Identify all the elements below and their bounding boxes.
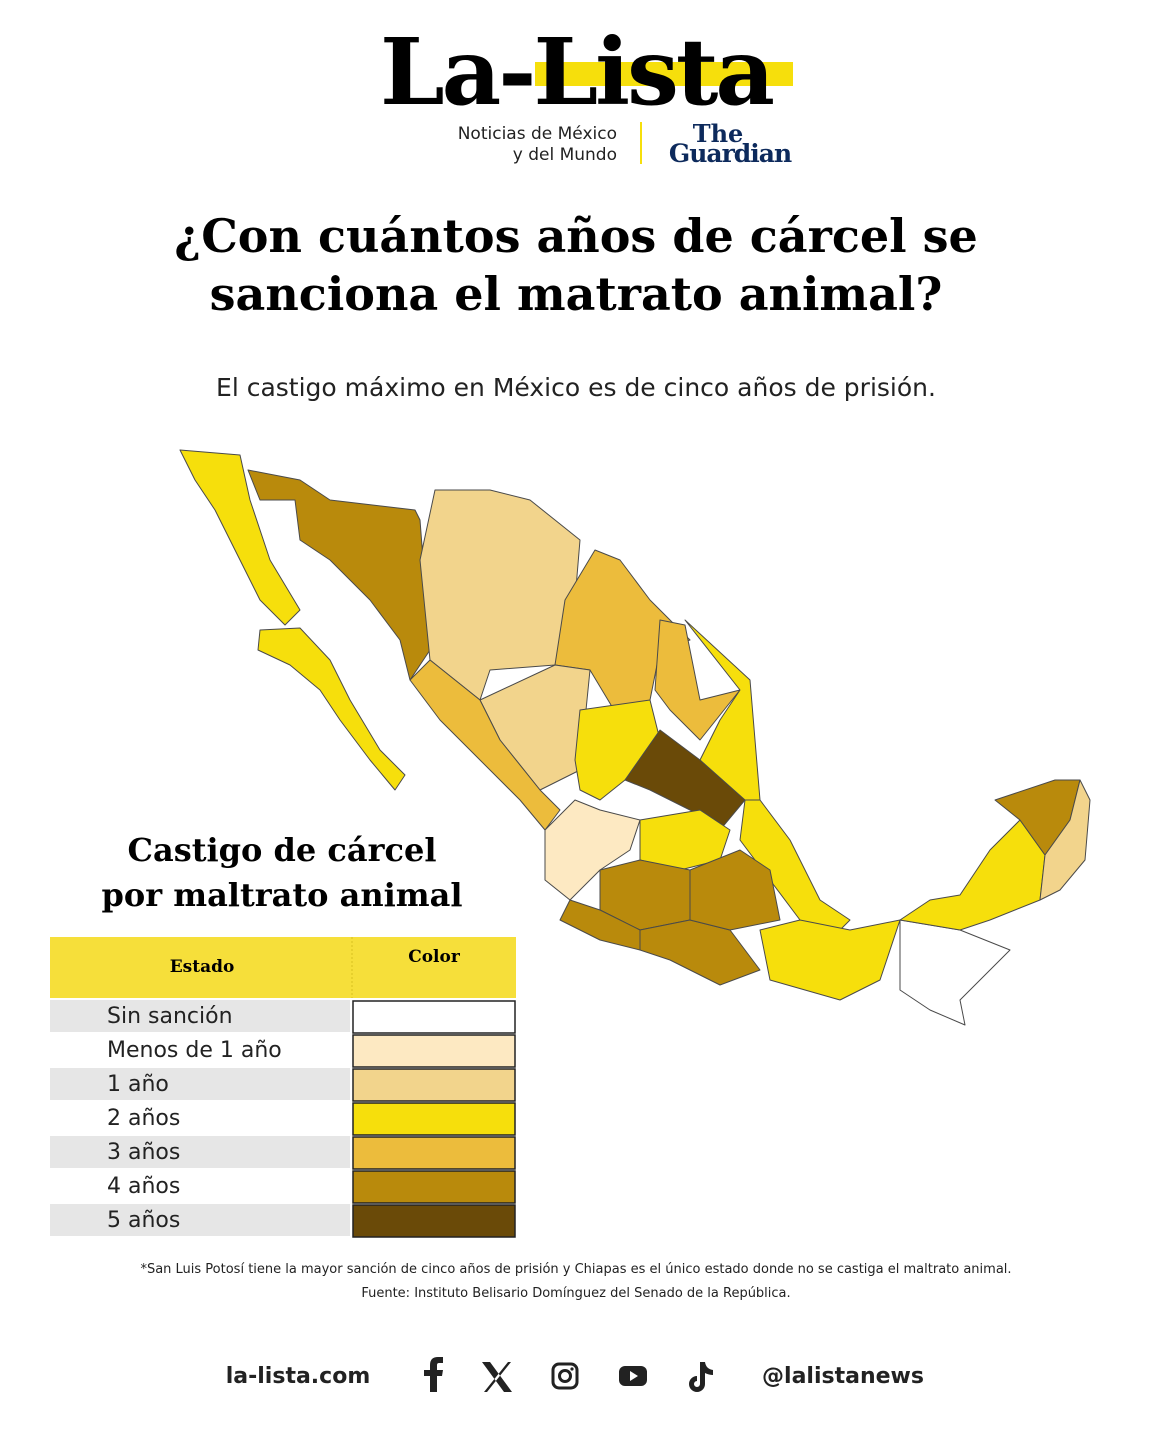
source: Fuente: Instituto Belisario Domínguez de… xyxy=(361,1286,790,1301)
subtitle: El castigo máximo en México es de cinco … xyxy=(216,373,936,402)
state-region xyxy=(759,919,901,1001)
note: *San Luis Potosí tiene la mayor sanción … xyxy=(140,1262,1011,1277)
legend-label: 1 año xyxy=(107,1072,169,1097)
title: sanciona el matrato animal? xyxy=(210,267,943,321)
tagline: y del Mundo xyxy=(513,145,617,165)
state-region xyxy=(899,919,1011,1026)
legend-label: 3 años xyxy=(107,1140,180,1165)
partner-logo: Guardian xyxy=(669,139,792,168)
title: ¿Con cuántos años de cárcel se xyxy=(174,209,978,263)
legend-title: por maltrato animal xyxy=(101,876,462,914)
tagline: Noticias de México xyxy=(458,124,617,144)
state-region xyxy=(559,899,641,951)
x-icon[interactable] xyxy=(482,1362,512,1392)
tiktok-icon[interactable] xyxy=(689,1362,713,1392)
legend-rows: Sin sanción Menos de 1 año 1 año 2 años 3 añ… xyxy=(50,1000,516,1238)
legend-row-bg xyxy=(50,1068,350,1100)
state-region xyxy=(654,619,741,741)
legend-swatch xyxy=(352,1000,516,1034)
legend-swatch xyxy=(352,1068,516,1102)
legend-swatch xyxy=(352,1034,516,1068)
logo: La-Lista xyxy=(380,18,773,126)
legend-row-bg xyxy=(50,1034,350,1066)
state-region xyxy=(639,919,761,986)
legend-label: 4 años xyxy=(107,1174,180,1199)
state-region xyxy=(247,469,431,681)
legend-swatch xyxy=(352,1102,516,1136)
legend-label: 5 años xyxy=(107,1208,180,1233)
state-region xyxy=(689,849,781,931)
legend-row-bg xyxy=(50,1102,350,1134)
state-region xyxy=(1039,779,1091,901)
legend-swatch xyxy=(352,1204,516,1238)
legend-row-bg xyxy=(50,1136,350,1168)
youtube-icon[interactable] xyxy=(619,1366,647,1386)
footer-handle: @lalistanews xyxy=(762,1364,924,1389)
social-icons xyxy=(424,1357,713,1392)
legend-row-bg xyxy=(50,1000,350,1032)
state-region xyxy=(179,449,301,626)
facebook-icon[interactable] xyxy=(424,1357,443,1392)
footer-site: la-lista.com xyxy=(226,1364,371,1389)
legend-label: Menos de 1 año xyxy=(107,1038,282,1063)
legend-header-label: Color xyxy=(408,947,461,967)
state-region xyxy=(544,799,641,901)
state-region xyxy=(257,627,406,791)
logo-highlight xyxy=(535,62,793,86)
state-region xyxy=(574,699,661,801)
legend-swatch xyxy=(352,1136,516,1170)
legend-title: Castigo de cárcel xyxy=(128,831,437,869)
instagram-icon[interactable] xyxy=(551,1362,579,1390)
legend-label: Sin sanción xyxy=(107,1004,233,1029)
state-region xyxy=(899,819,1046,931)
map xyxy=(179,449,1091,1026)
legend-row-bg xyxy=(50,1204,350,1236)
legend-row-bg xyxy=(50,1170,350,1202)
legend-header-label: Estado xyxy=(170,957,235,977)
legend-label: 2 años xyxy=(107,1106,180,1131)
legend-header xyxy=(50,937,516,998)
legend-swatch xyxy=(352,1170,516,1204)
partner-logo: The xyxy=(693,119,744,148)
state-region xyxy=(409,659,561,831)
